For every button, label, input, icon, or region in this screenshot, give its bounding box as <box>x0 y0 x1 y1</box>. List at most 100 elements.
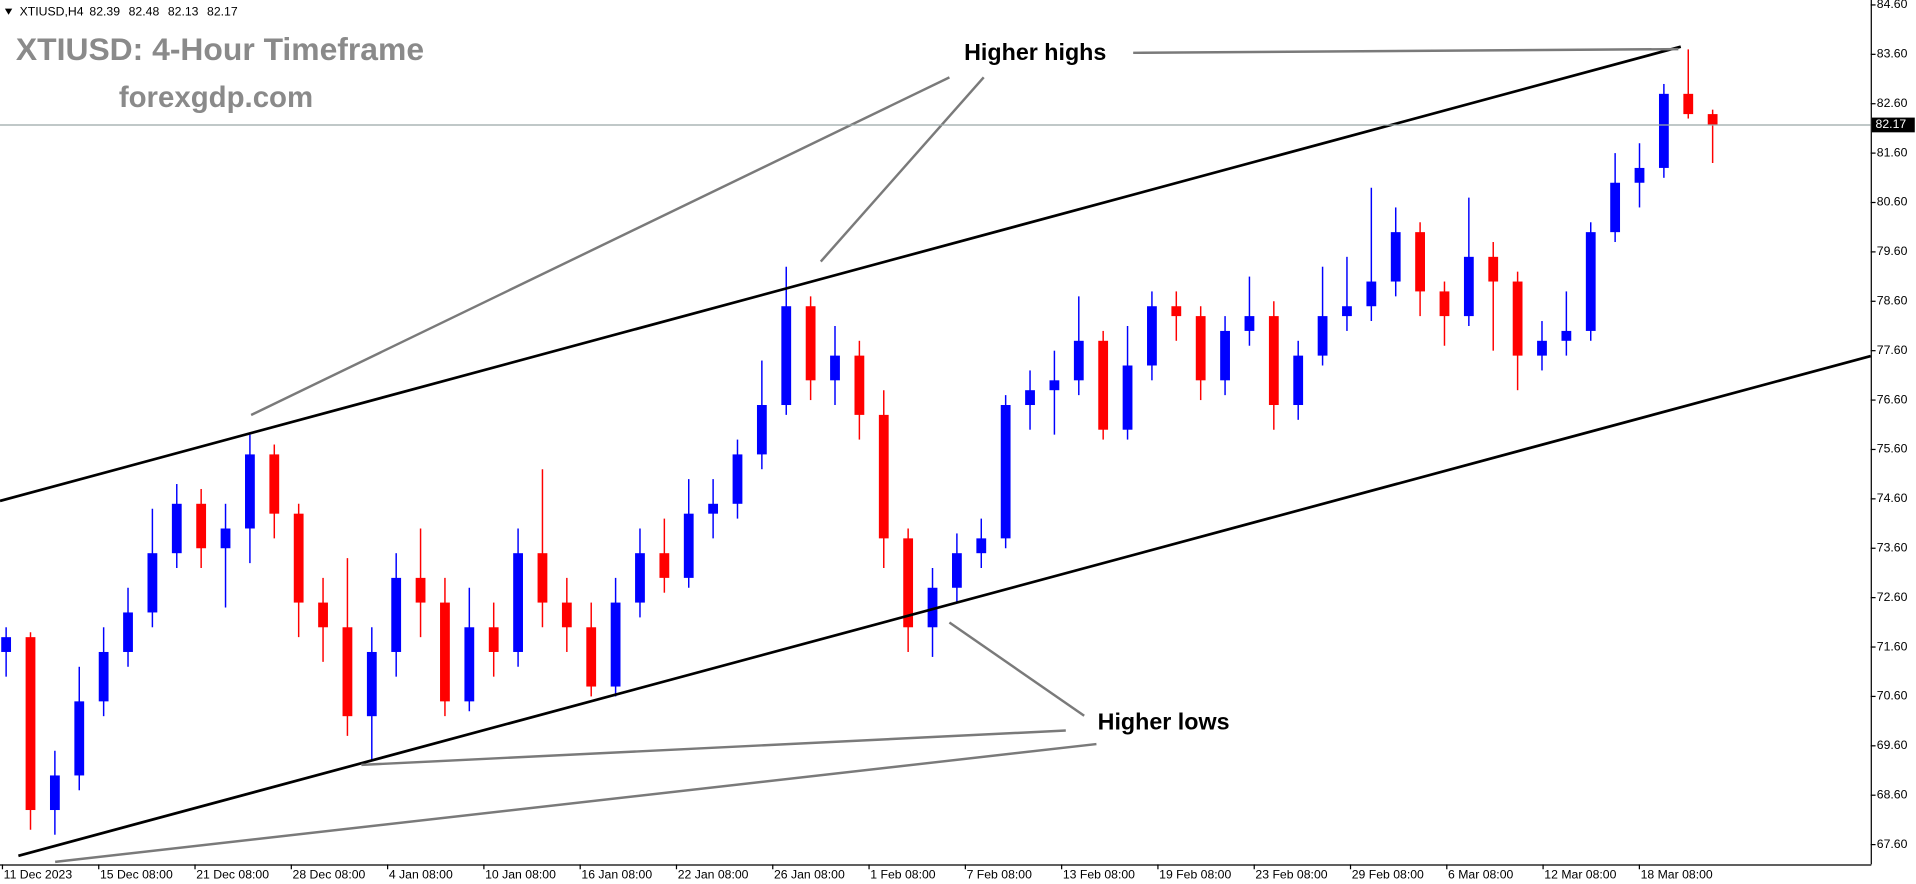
x-tick-label: 10 Jan 08:00 <box>485 868 556 882</box>
candle-body <box>1342 306 1352 317</box>
candle-body <box>1025 390 1035 406</box>
candle-body <box>708 503 719 514</box>
candle-body <box>1683 93 1694 115</box>
candle-body <box>98 651 109 702</box>
x-tick-label: 18 Mar 08:00 <box>1641 868 1713 882</box>
candle-body <box>220 528 231 549</box>
candle-body <box>683 513 694 578</box>
y-tick-label: 79.60 <box>1877 244 1908 258</box>
current-price-label: 82.17 <box>1876 117 1907 131</box>
candle-body <box>951 553 962 588</box>
x-tick-label: 7 Feb 08:00 <box>967 868 1032 882</box>
candle-body <box>269 454 280 514</box>
candle-body <box>805 306 816 381</box>
candle-body <box>854 355 865 415</box>
candle-body <box>318 602 328 628</box>
pointer-line <box>361 729 1066 767</box>
watermark-title: XTIUSD: 4-Hour Timeframe <box>16 31 424 67</box>
candle-body <box>293 513 304 603</box>
candle-body <box>1439 291 1450 317</box>
candle-body <box>1317 316 1328 356</box>
candle-body <box>1488 256 1499 282</box>
candle-body <box>1585 232 1596 331</box>
candle-body <box>1 637 12 652</box>
ohlc-open: 82.39 <box>89 5 120 19</box>
candle-body <box>1390 232 1401 282</box>
y-tick-label: 74.60 <box>1877 491 1908 505</box>
candle-body <box>1512 281 1523 356</box>
candle-body <box>74 701 85 776</box>
y-tick-label: 70.60 <box>1877 689 1908 703</box>
candle-body <box>1147 306 1157 366</box>
y-tick-label: 81.60 <box>1877 145 1908 159</box>
y-tick-label: 84.60 <box>1877 0 1908 11</box>
candle-body <box>635 553 645 603</box>
y-tick-label: 83.60 <box>1877 47 1908 61</box>
candle-body <box>1268 316 1279 406</box>
candle-body <box>903 538 914 628</box>
candle-body <box>513 553 523 652</box>
candle-body <box>1073 340 1084 381</box>
candle-body <box>976 538 987 554</box>
candle-body <box>464 627 475 702</box>
candle-body <box>342 627 353 717</box>
candle-body <box>1171 306 1182 317</box>
x-tick-label: 12 Mar 08:00 <box>1544 868 1616 882</box>
y-tick-label: 68.60 <box>1877 787 1908 801</box>
ohlc-low: 82.13 <box>168 5 199 19</box>
candle-body <box>440 602 450 702</box>
x-tick-label: 22 Jan 08:00 <box>678 868 749 882</box>
x-tick-label: 6 Mar 08:00 <box>1448 868 1513 882</box>
y-tick-label: 73.60 <box>1877 540 1908 554</box>
candle-body <box>1415 232 1425 292</box>
candle-body <box>1634 167 1645 183</box>
candle-body <box>366 651 377 717</box>
candle-body <box>1293 355 1304 406</box>
candle-body <box>49 775 60 811</box>
candle-body <box>488 627 499 652</box>
pointer-line <box>948 621 1085 717</box>
x-tick-label: 29 Feb 08:00 <box>1352 868 1424 882</box>
x-tick-label: 1 Feb 08:00 <box>870 868 935 882</box>
candles <box>1 49 1718 835</box>
pointer-line <box>250 76 950 417</box>
pointer-line <box>819 76 985 263</box>
watermark-subtitle: forexgdp.com <box>119 81 313 114</box>
y-tick-label: 69.60 <box>1877 738 1908 752</box>
ohlc-close: 82.17 <box>207 5 238 19</box>
x-tick-label: 23 Feb 08:00 <box>1255 868 1327 882</box>
candle-body <box>1658 93 1669 168</box>
candle-body <box>781 306 792 406</box>
menu-triangle[interactable] <box>4 8 13 15</box>
candle-body <box>245 454 255 529</box>
candle-body <box>1195 316 1206 381</box>
candle-body <box>830 355 840 381</box>
y-tick-label: 72.60 <box>1877 590 1908 604</box>
candle-body <box>415 577 426 603</box>
candle-body <box>1000 405 1011 539</box>
y-tick-label: 67.60 <box>1877 837 1908 851</box>
candle-body <box>1122 365 1133 430</box>
candle-body <box>927 587 938 628</box>
candle-body <box>537 553 548 603</box>
candle-body <box>1244 316 1255 331</box>
candle-body <box>1537 340 1547 356</box>
upper-channel-line <box>0 45 1682 503</box>
candle-body <box>1561 330 1572 341</box>
lower-channel-line <box>18 354 1872 858</box>
candle-body <box>1220 330 1230 381</box>
candle-body <box>659 553 670 578</box>
y-tick-label: 82.60 <box>1877 96 1908 110</box>
symbol-label: XTIUSD,H4 <box>20 5 84 19</box>
x-tick-label: 15 Dec 08:00 <box>100 868 173 882</box>
x-tick-label: 4 Jan 08:00 <box>389 868 453 882</box>
candle-body <box>171 503 182 554</box>
x-tick-label: 26 Jan 08:00 <box>774 868 845 882</box>
y-tick-label: 76.60 <box>1877 392 1908 406</box>
candle-body <box>123 612 133 652</box>
candle-body <box>1098 340 1109 430</box>
candle-body <box>25 637 36 811</box>
ohlc-high: 82.48 <box>129 5 160 19</box>
candle-body <box>196 503 207 549</box>
